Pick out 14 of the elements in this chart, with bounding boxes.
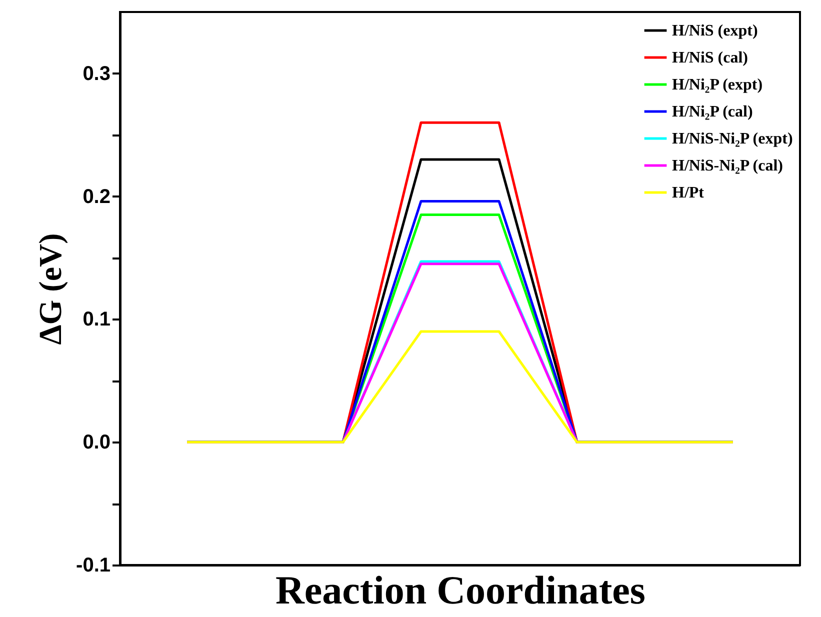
y-tick-label: 0.3 — [82, 62, 110, 85]
legend-label: H/Pt — [672, 184, 705, 202]
legend-label: H/Ni₂P (expt) — [672, 76, 763, 94]
legend-label: H/NiS (expt) — [672, 22, 758, 40]
y-axis-title: ΔG (eV) — [32, 233, 68, 345]
y-tick-label: 0.2 — [82, 186, 110, 208]
y-tick-label: 0.0 — [82, 432, 110, 454]
legend-label: H/NiS-Ni₂P (expt) — [672, 130, 793, 148]
x-axis-title: Reaction Coordinates — [276, 568, 646, 612]
legend-label: H/NiS (cal) — [672, 50, 748, 66]
legend-label: H/Ni₂P (cal) — [672, 104, 753, 120]
legend-label: H/NiS-Ni₂P (cal) — [672, 158, 784, 174]
y-tick-label: 0.1 — [82, 308, 110, 331]
y-tick-label: -0.1 — [76, 554, 110, 576]
